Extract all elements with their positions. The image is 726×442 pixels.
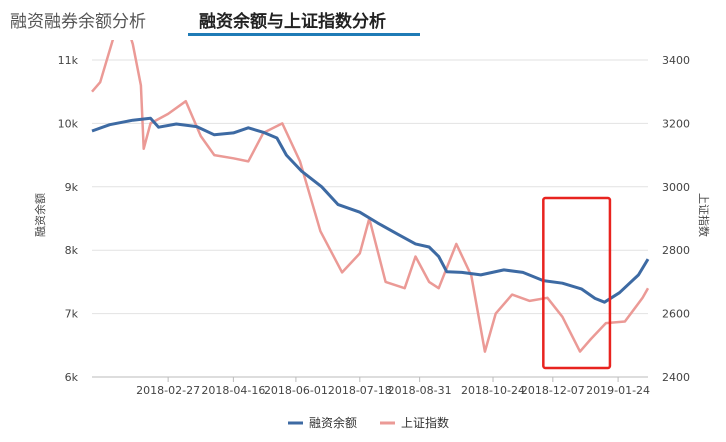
tab-bar: 融资融券余额分析 融资余额与上证指数分析 [0,0,726,40]
right-tick-label: 2600 [662,308,690,321]
right-tick-label: 3400 [662,54,690,67]
legend-label-balance: 融资余额 [309,415,357,430]
right-axis: 2400 2600 2800 3000 3200 3400 [662,54,690,384]
x-tick-label: 2018-07-18 [328,384,392,397]
left-tick-label: 8k [65,244,79,257]
highlight-box [542,196,612,370]
left-tick-label: 10k [58,117,79,130]
right-axis-title: 上证指数 [697,193,711,237]
tab-balance-vs-index[interactable]: 融资余额与上证指数分析 [199,12,386,32]
x-tick-label: 2018-02-27 [136,384,200,397]
series-line-balance [91,116,650,304]
left-axis-title: 融资余额 [33,193,47,237]
right-tick-label: 3000 [662,181,690,194]
right-tick-label: 2800 [662,244,690,257]
left-tick-label: 9k [65,181,79,194]
tab-margin-balance-analysis[interactable]: 融资融券余额分析 [10,12,146,32]
left-axis: 6k 7k 8k 9k 10k 11k [58,54,79,384]
left-tick-label: 6k [65,371,79,384]
series-layer [91,40,650,353]
x-tick-label: 2018-10-24 [461,384,525,397]
left-tick-label: 7k [65,308,79,321]
active-tab-indicator [188,33,420,36]
x-tick-label: 2018-06-01 [264,384,328,397]
x-tick-label: 2018-12-07 [521,384,585,397]
legend: 融资余额 上证指数 [288,415,449,430]
left-tick-label: 11k [58,54,79,67]
right-tick-label: 3200 [662,117,690,130]
x-tick-label: 2019-01-24 [586,384,650,397]
right-tick-label: 2400 [662,371,690,384]
x-tick-label: 2018-08-31 [388,384,452,397]
legend-label-index: 上证指数 [401,415,449,430]
x-tick-label: 2018-04-16 [201,384,265,397]
series-line-index [91,40,650,353]
